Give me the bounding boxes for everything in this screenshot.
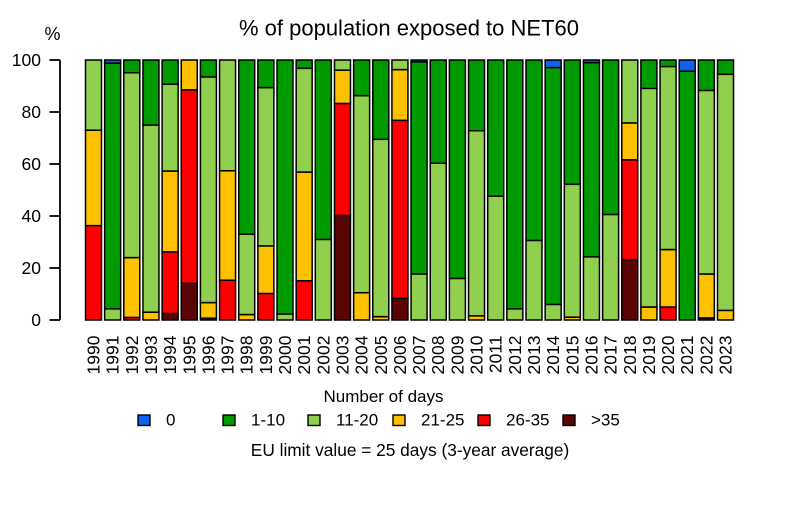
svg-text:2004: 2004: [352, 335, 372, 374]
svg-text:80: 80: [22, 102, 42, 122]
svg-text:2015: 2015: [562, 336, 582, 375]
svg-text:2000: 2000: [275, 335, 295, 374]
svg-text:2002: 2002: [313, 336, 333, 375]
svg-text:2016: 2016: [581, 336, 601, 375]
svg-text:>35: >35: [591, 411, 620, 430]
svg-text:2018: 2018: [620, 336, 640, 375]
svg-text:2010: 2010: [467, 335, 487, 374]
svg-text:1997: 1997: [218, 336, 238, 375]
svg-text:1994: 1994: [160, 335, 180, 374]
svg-text:11-20: 11-20: [336, 411, 378, 430]
svg-text:1998: 1998: [237, 336, 257, 375]
svg-text:1995: 1995: [179, 336, 199, 375]
svg-text:2017: 2017: [601, 336, 621, 375]
svg-text:60: 60: [22, 154, 42, 174]
svg-text:2006: 2006: [390, 336, 410, 375]
svg-text:1999: 1999: [256, 336, 276, 375]
svg-text:2005: 2005: [371, 336, 391, 375]
svg-text:2001: 2001: [294, 336, 314, 375]
svg-text:0: 0: [166, 411, 175, 430]
svg-text:1992: 1992: [122, 336, 142, 375]
svg-text:2022: 2022: [696, 336, 716, 375]
svg-text:2007: 2007: [409, 336, 429, 375]
svg-text:2020: 2020: [658, 335, 678, 374]
svg-text:1996: 1996: [198, 336, 218, 375]
svg-text:20: 20: [22, 258, 42, 278]
svg-text:1993: 1993: [141, 336, 161, 375]
svg-text:2023: 2023: [716, 336, 736, 375]
svg-text:2008: 2008: [428, 336, 448, 375]
svg-text:1-10: 1-10: [251, 411, 285, 430]
svg-text:1990: 1990: [84, 335, 104, 374]
svg-text:40: 40: [22, 206, 42, 226]
svg-text:2019: 2019: [639, 336, 659, 375]
svg-text:2014: 2014: [543, 335, 563, 374]
svg-text:100: 100: [12, 50, 41, 70]
svg-text:1991: 1991: [103, 336, 123, 375]
svg-text:2021: 2021: [677, 336, 697, 375]
svg-text:2003: 2003: [332, 336, 352, 375]
svg-text:2013: 2013: [524, 336, 544, 375]
svg-text:EU limit value = 25 days (3-ye: EU limit value = 25 days (3-year average…: [251, 440, 569, 460]
svg-text:% of population exposed to NET: % of population exposed to NET60: [239, 16, 579, 41]
svg-text:0: 0: [31, 310, 41, 330]
svg-text:%: %: [44, 24, 60, 44]
svg-text:2009: 2009: [447, 336, 467, 375]
svg-text:Number of days: Number of days: [324, 387, 444, 406]
svg-text:21-25: 21-25: [421, 411, 464, 430]
svg-text:2012: 2012: [505, 336, 525, 375]
svg-text:26-35: 26-35: [506, 411, 549, 430]
svg-text:2011: 2011: [486, 336, 506, 374]
